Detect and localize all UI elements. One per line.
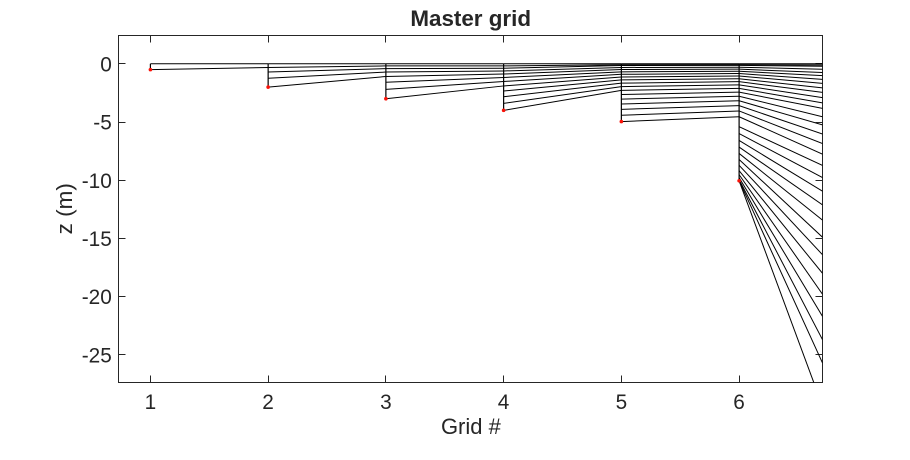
svg-text:5: 5 (616, 391, 628, 414)
svg-text:4: 4 (498, 391, 510, 414)
svg-text:-20: -20 (82, 286, 112, 309)
svg-text:-25: -25 (82, 344, 112, 367)
svg-text:-15: -15 (82, 228, 112, 251)
svg-text:0: 0 (100, 53, 112, 76)
svg-text:-5: -5 (93, 112, 112, 135)
svg-text:3: 3 (380, 391, 392, 414)
svg-text:Master grid: Master grid (410, 6, 531, 31)
svg-text:1: 1 (145, 391, 157, 414)
svg-text:6: 6 (733, 391, 745, 414)
svg-text:-10: -10 (82, 170, 112, 193)
svg-text:2: 2 (262, 391, 274, 414)
svg-text:z (m): z (m) (52, 183, 77, 234)
svg-text:Grid #: Grid # (441, 414, 502, 439)
